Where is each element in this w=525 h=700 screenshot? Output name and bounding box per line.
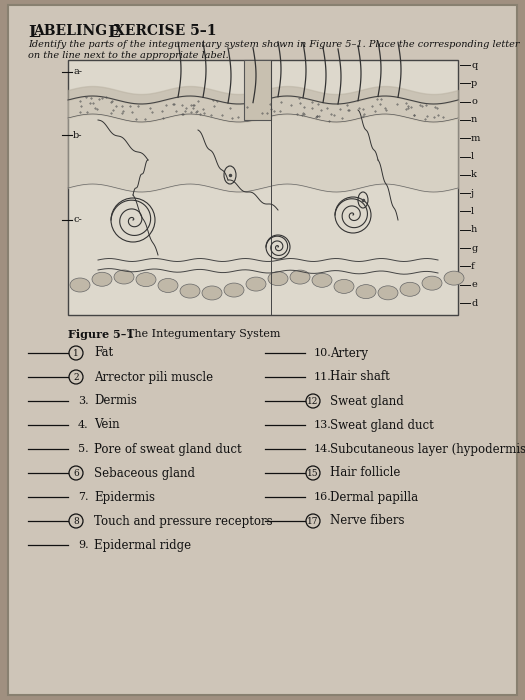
Ellipse shape (400, 282, 420, 296)
Text: Vein: Vein (94, 419, 120, 431)
Text: Epidermis: Epidermis (94, 491, 155, 503)
Ellipse shape (114, 270, 134, 284)
Ellipse shape (136, 272, 156, 286)
Ellipse shape (334, 279, 354, 293)
Text: Pore of sweat gland duct: Pore of sweat gland duct (94, 442, 242, 456)
Ellipse shape (422, 276, 442, 290)
Polygon shape (244, 60, 271, 120)
Text: 17: 17 (307, 517, 319, 526)
Text: j: j (471, 189, 474, 197)
Text: Figure 5–1: Figure 5–1 (68, 329, 134, 340)
Text: q: q (471, 60, 477, 69)
Text: n: n (471, 116, 477, 125)
Text: l: l (471, 152, 474, 161)
Text: Hair shaft: Hair shaft (330, 370, 390, 384)
Ellipse shape (290, 270, 310, 284)
Text: l: l (471, 207, 474, 216)
Text: 4.: 4. (78, 420, 89, 430)
Text: Fat: Fat (94, 346, 113, 360)
Text: Hair follicle: Hair follicle (330, 466, 401, 480)
Text: 5.: 5. (78, 444, 89, 454)
Text: 8: 8 (73, 517, 79, 526)
Text: g: g (471, 244, 477, 253)
Text: 14.: 14. (314, 444, 332, 454)
Text: Nerve fibers: Nerve fibers (330, 514, 404, 528)
Text: 16.: 16. (314, 492, 332, 502)
Text: 1: 1 (73, 349, 79, 358)
Text: Dermal papilla: Dermal papilla (330, 491, 418, 503)
Text: Artery: Artery (330, 346, 368, 360)
Text: Arrector pili muscle: Arrector pili muscle (94, 370, 213, 384)
Ellipse shape (312, 273, 332, 287)
Text: f: f (471, 262, 475, 271)
Text: Dermis: Dermis (94, 395, 137, 407)
Text: o: o (471, 97, 477, 106)
Text: 10.: 10. (314, 348, 332, 358)
Text: e: e (471, 280, 477, 289)
Text: Subcutaneous layer (hypodermis): Subcutaneous layer (hypodermis) (330, 442, 525, 456)
Ellipse shape (158, 279, 178, 293)
Ellipse shape (356, 285, 376, 299)
Ellipse shape (70, 278, 90, 292)
Text: 13.: 13. (314, 420, 332, 430)
Text: ABELING: ABELING (33, 24, 112, 38)
Text: d: d (471, 298, 477, 307)
Text: 3.: 3. (78, 396, 89, 406)
Text: p: p (471, 79, 477, 88)
Text: on the line next to the appropriate label.: on the line next to the appropriate labe… (28, 51, 229, 60)
Ellipse shape (224, 283, 244, 297)
Text: E: E (107, 24, 120, 41)
Ellipse shape (268, 272, 288, 286)
Text: k: k (471, 170, 477, 179)
Text: 15: 15 (307, 468, 319, 477)
Text: 9.: 9. (78, 540, 89, 550)
Text: Sweat gland: Sweat gland (330, 395, 404, 407)
Ellipse shape (444, 271, 464, 285)
Text: 6: 6 (73, 468, 79, 477)
Ellipse shape (180, 284, 200, 298)
FancyBboxPatch shape (68, 60, 458, 315)
Text: 7.: 7. (78, 492, 89, 502)
Text: Epidermal ridge: Epidermal ridge (94, 538, 191, 552)
Text: 2: 2 (73, 372, 79, 382)
Text: The Integumentary System: The Integumentary System (120, 329, 280, 339)
Ellipse shape (246, 277, 266, 291)
Text: h: h (471, 225, 477, 234)
Text: XERCISE 5–1: XERCISE 5–1 (114, 24, 216, 38)
Text: 11.: 11. (314, 372, 332, 382)
Text: c-: c- (73, 216, 82, 225)
Text: 12: 12 (307, 396, 319, 405)
Text: a-: a- (73, 67, 82, 76)
Text: m: m (471, 134, 480, 143)
Text: Sebaceous gland: Sebaceous gland (94, 466, 195, 480)
Text: Identify the parts of the integumentary system shown in Figure 5–1. Place the co: Identify the parts of the integumentary … (28, 40, 520, 49)
Ellipse shape (378, 286, 398, 300)
Text: Sweat gland duct: Sweat gland duct (330, 419, 434, 431)
Text: L: L (28, 24, 39, 41)
Ellipse shape (202, 286, 222, 300)
FancyBboxPatch shape (8, 5, 517, 695)
Text: Touch and pressure receptors: Touch and pressure receptors (94, 514, 272, 528)
Ellipse shape (92, 272, 112, 286)
Text: b-: b- (73, 130, 82, 139)
